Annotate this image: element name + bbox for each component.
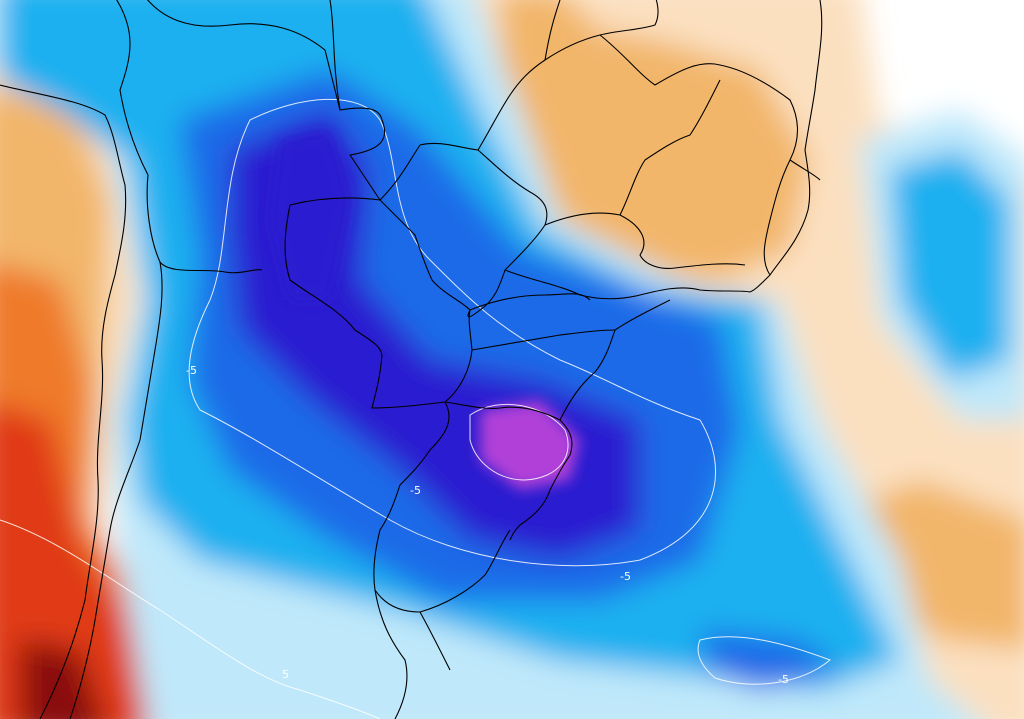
contour-label: -5 <box>620 570 631 583</box>
contour-labels: -5 -5 -5 -5 5 <box>186 364 789 686</box>
political-borders <box>0 0 823 719</box>
contour-label: -5 <box>778 673 789 686</box>
contour-lines <box>0 98 831 719</box>
contour-label: 5 <box>282 668 289 681</box>
contour-label: -5 <box>410 484 421 497</box>
contour-label: -5 <box>186 364 197 377</box>
